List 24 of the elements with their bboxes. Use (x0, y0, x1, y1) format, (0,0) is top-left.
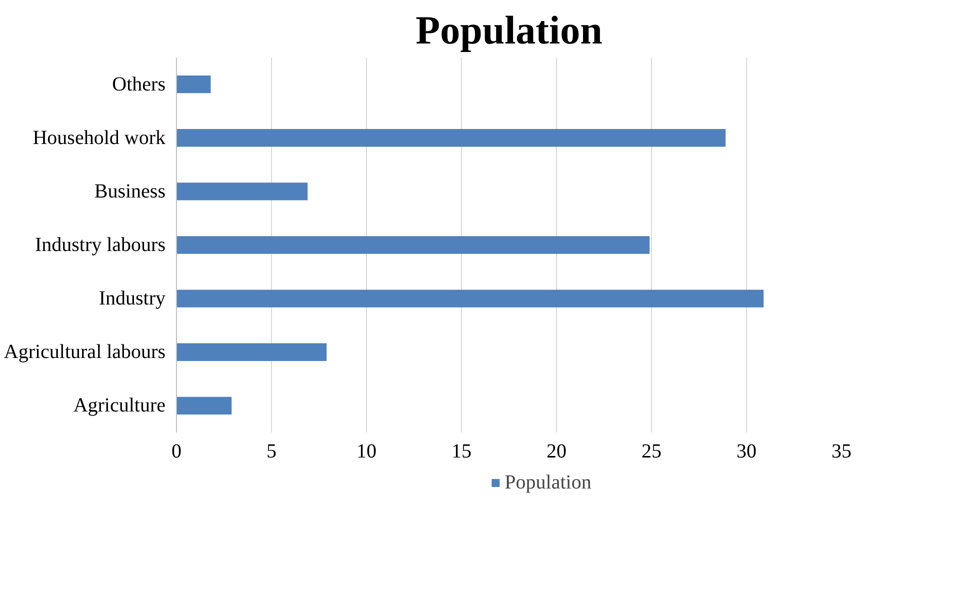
y-tick-label: Agricultural labours (4, 341, 166, 364)
bar (176, 75, 211, 94)
y-tick-label: Business (94, 180, 166, 202)
bar (176, 129, 726, 147)
x-tick-label: 25 (642, 440, 662, 462)
bar (176, 396, 232, 415)
chart-title: Population (416, 8, 602, 52)
y-tick-label: Agriculture (73, 394, 166, 417)
x-tick-label: 0 (172, 440, 182, 462)
x-tick-label: 20 (546, 440, 566, 462)
x-tick-label: 15 (452, 440, 472, 462)
x-tick-label: 30 (736, 440, 756, 462)
x-tick-label: 5 (266, 440, 276, 462)
bar (176, 343, 327, 361)
x-tick-label: 35 (832, 440, 852, 462)
y-tick-label: Household work (32, 126, 166, 149)
bar (176, 182, 308, 200)
bar (176, 236, 650, 254)
y-tick-label: Others (112, 73, 166, 96)
legend-label: Population (504, 471, 592, 494)
y-tick-label: Industry (98, 288, 166, 310)
y-tick-label: Industry labours (34, 234, 166, 256)
bar (176, 290, 764, 308)
x-tick-label: 10 (356, 440, 376, 462)
